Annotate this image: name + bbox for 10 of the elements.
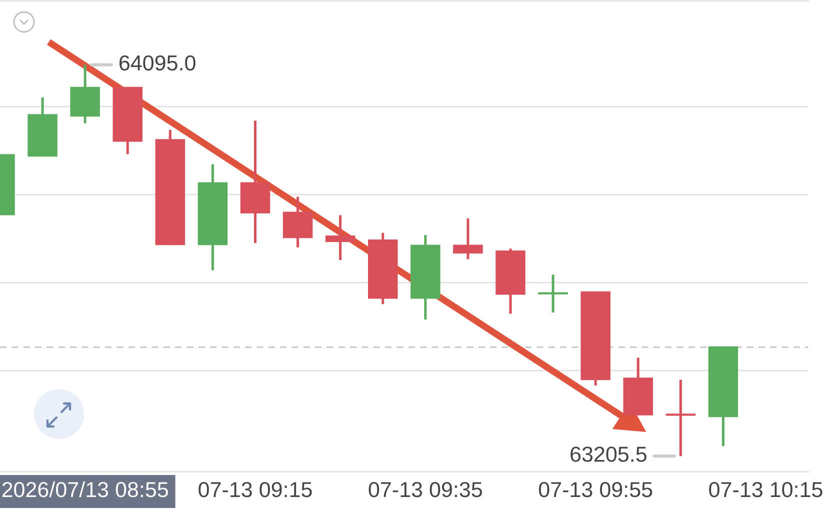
annotation: 64095.0 <box>120 55 196 71</box>
candlestick <box>453 217 483 260</box>
x-tick-label: 07-13 09:15 <box>198 482 312 498</box>
x-tick-label: 07-13 09:35 <box>368 482 482 498</box>
x-tick-label: 2026/07/13 08:55 <box>2 481 168 498</box>
x-tick-label: 07-13 10:15 <box>709 482 822 498</box>
annotation: 63205.5 <box>570 446 646 462</box>
candlestick <box>325 214 356 262</box>
candlestick <box>538 273 568 314</box>
x-tick-label: 07-13 09:55 <box>538 482 652 498</box>
